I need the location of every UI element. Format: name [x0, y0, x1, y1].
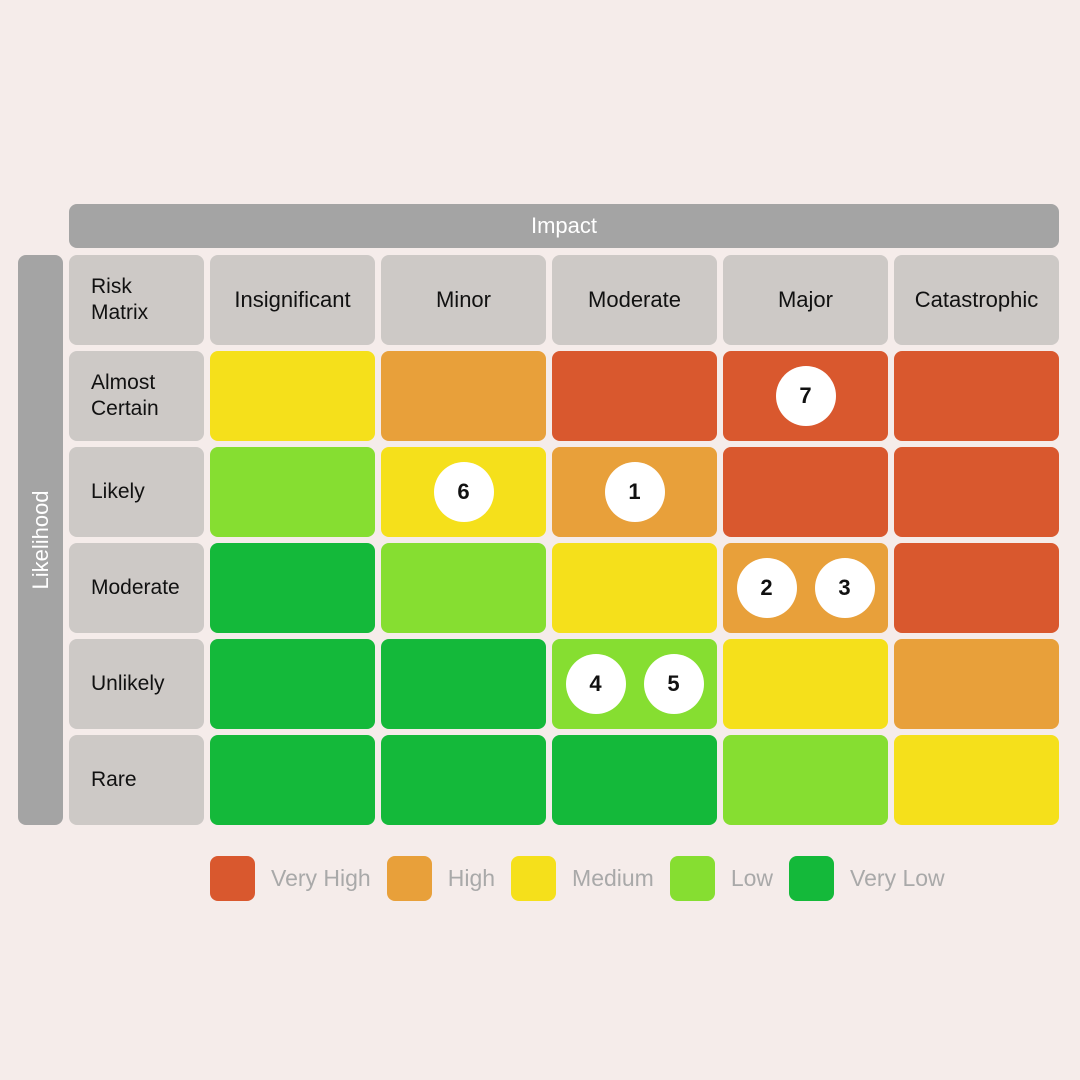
impact-axis-bar: Impact — [69, 204, 1059, 248]
column-header-moderate: Moderate — [552, 255, 717, 345]
cell-badges — [723, 735, 888, 825]
matrix-cell — [210, 735, 375, 825]
impact-axis-label: Impact — [530, 213, 598, 238]
cell-badges — [210, 351, 375, 441]
column-header-insignificant: Insignificant — [210, 255, 375, 345]
matrix-cell: 6 — [381, 447, 546, 537]
matrix-cell — [552, 735, 717, 825]
risk-badge: 5 — [643, 654, 704, 714]
risk-badge: 1 — [604, 462, 665, 522]
matrix-cell — [210, 351, 375, 441]
matrix-cell — [381, 639, 546, 729]
risk-badge: 3 — [814, 558, 875, 618]
legend-label: Low — [730, 865, 774, 891]
cell-badges — [210, 543, 375, 633]
legend-swatch — [789, 856, 835, 901]
legend-item: High — [386, 856, 496, 901]
matrix-cell — [552, 543, 717, 633]
matrix-cell — [894, 447, 1059, 537]
cell-badges — [552, 543, 717, 633]
legend-item: Very Low — [789, 856, 945, 901]
risk-badge: 7 — [775, 366, 836, 426]
matrix-cell — [723, 735, 888, 825]
legend: Very High High Medium Low Very Low — [210, 856, 961, 901]
matrix-cell — [210, 447, 375, 537]
cell-badges — [381, 639, 546, 729]
row-header-likely: Likely — [69, 447, 204, 537]
matrix-cell — [894, 639, 1059, 729]
matrix-cell — [552, 351, 717, 441]
corner-label: Risk Matrix — [69, 255, 204, 345]
matrix-cell — [723, 447, 888, 537]
cell-badges — [723, 447, 888, 537]
row-header-almost-certain: Almost Certain — [69, 351, 204, 441]
risk-badge: 6 — [433, 462, 494, 522]
row-header-rare: Rare — [69, 735, 204, 825]
legend-item: Very High — [210, 856, 371, 901]
cell-badges — [894, 447, 1059, 537]
matrix-cell — [381, 735, 546, 825]
column-header-minor: Minor — [381, 255, 546, 345]
legend-swatch — [669, 856, 715, 901]
cell-badges — [381, 735, 546, 825]
row-header-unlikely: Unlikely — [69, 639, 204, 729]
cell-badges — [894, 543, 1059, 633]
cell-badges — [210, 447, 375, 537]
matrix-cell — [210, 639, 375, 729]
matrix-cell: 7 — [723, 351, 888, 441]
legend-swatch — [210, 856, 255, 901]
legend-label: Medium — [572, 865, 654, 891]
matrix-cell — [723, 639, 888, 729]
cell-badges — [552, 351, 717, 441]
likelihood-axis-label: Likelihood — [27, 490, 53, 590]
cell-badges: 1 — [552, 447, 717, 537]
legend-label: Very High — [271, 865, 371, 891]
matrix-cell — [894, 543, 1059, 633]
legend-item: Medium — [511, 856, 654, 901]
row-header-moderate: Moderate — [69, 543, 204, 633]
matrix-cell: 1 — [552, 447, 717, 537]
cell-badges — [552, 735, 717, 825]
cell-badges — [210, 735, 375, 825]
legend-label: Very Low — [850, 865, 945, 891]
cell-badges — [894, 351, 1059, 441]
column-header-major: Major — [723, 255, 888, 345]
cell-badges — [210, 639, 375, 729]
matrix-cell — [894, 735, 1059, 825]
matrix-cell — [381, 543, 546, 633]
cell-badges: 6 — [381, 447, 546, 537]
cell-badges: 7 — [723, 351, 888, 441]
legend-label: High — [447, 865, 496, 891]
cell-badges — [723, 639, 888, 729]
cell-badges — [894, 639, 1059, 729]
cell-badges — [381, 543, 546, 633]
likelihood-axis-bar: Likelihood — [18, 255, 63, 825]
legend-swatch — [511, 856, 557, 901]
matrix-cell — [894, 351, 1059, 441]
matrix-cell — [381, 351, 546, 441]
matrix-cell — [210, 543, 375, 633]
cell-badges — [381, 351, 546, 441]
legend-swatch — [386, 856, 432, 901]
risk-badge: 4 — [565, 654, 626, 714]
column-header-catastrophic: Catastrophic — [894, 255, 1059, 345]
legend-item: Low — [669, 856, 774, 901]
risk-badge: 2 — [736, 558, 797, 618]
cell-badges — [894, 735, 1059, 825]
